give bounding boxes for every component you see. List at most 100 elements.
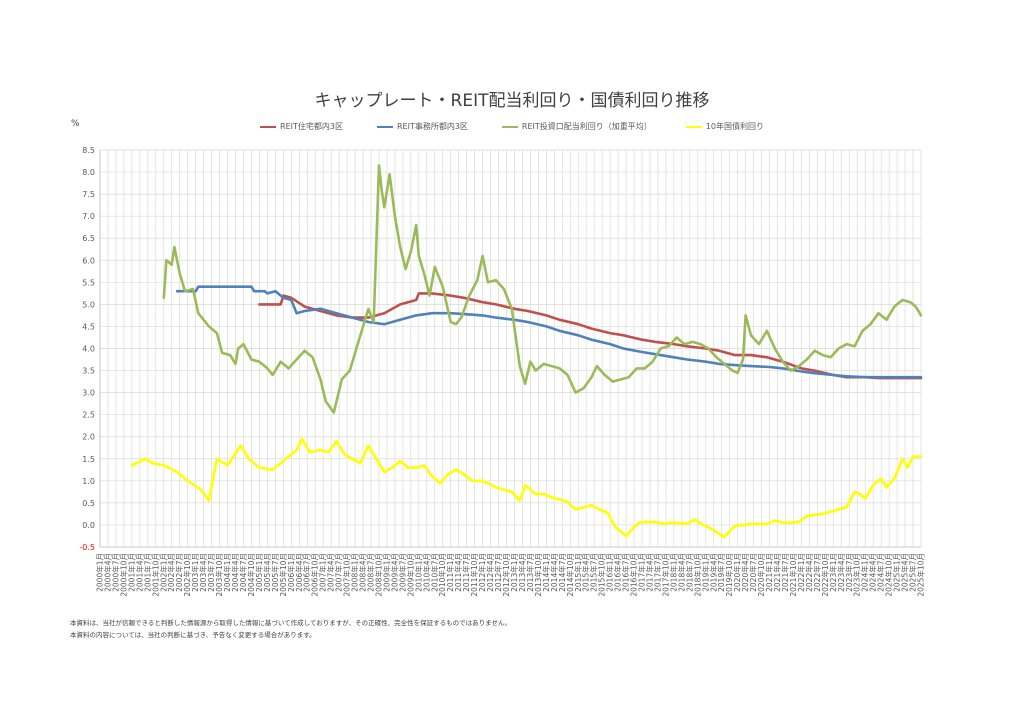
x-tick-label: 2004年1月 (222, 553, 232, 592)
x-tick-label: 2023年1月 (828, 553, 838, 592)
x-tick-label: 2020年10月 (756, 553, 766, 597)
x-tick-label: 2004年10月 (246, 553, 256, 597)
x-tick-label: 2007年1月 (318, 553, 328, 592)
x-tick-label: 2018年4月 (676, 553, 686, 592)
legend-label: REIT投資口配当利回り（加重平均） (521, 122, 652, 131)
x-tick-label: 2007年7月 (334, 553, 344, 592)
x-tick-label: 2024年10月 (884, 553, 894, 597)
x-tick-label: 2003年4月 (198, 553, 208, 592)
x-tick-label: 2017年10月 (660, 553, 670, 597)
x-tick-label: 2012年4月 (485, 553, 495, 592)
x-tick-label: 2005年7月 (270, 553, 280, 592)
y-tick-label: 8.0 (82, 168, 95, 177)
x-tick-label: 2006年4月 (294, 553, 304, 592)
x-tick-label: 2000年4月 (102, 553, 112, 592)
x-tick-label: 2018年1月 (668, 553, 678, 592)
x-tick-label: 2006年7月 (302, 553, 312, 592)
x-tick-label: 2008年10月 (373, 553, 383, 597)
x-tick-label: 2001年4月 (134, 553, 144, 592)
x-tick-label: 2008年1月 (350, 553, 360, 592)
x-tick-label: 2001年10月 (150, 553, 160, 597)
y-tick-label: 7.0 (82, 212, 95, 221)
legend-label: REIT住宅都内3区 (280, 122, 343, 131)
legend-label: REIT事務所都内3区 (396, 122, 468, 131)
x-tick-label: 2025年4月 (900, 553, 910, 592)
x-tick-label: 2014年7月 (557, 553, 567, 592)
x-tick-label: 2011年10月 (469, 553, 479, 597)
x-tick-label: 2019年4月 (708, 553, 718, 592)
x-tick-label: 2000年7月 (110, 553, 120, 592)
series-line-3 (130, 437, 923, 539)
x-tick-label: 2022年10月 (820, 553, 830, 597)
x-tick-label: 2015年10月 (597, 553, 607, 597)
x-tick-label: 2010年7月 (429, 553, 439, 592)
y-tick-label: 1.0 (82, 477, 95, 486)
x-tick-label: 2025年1月 (892, 553, 902, 592)
x-tick-label: 2021年4月 (772, 553, 782, 592)
x-tick-label: 2013年10月 (533, 553, 543, 597)
y-tick-label: 5.0 (82, 300, 95, 309)
x-tick-label: 2004年4月 (230, 553, 240, 592)
series-line-0 (258, 292, 923, 380)
chart-title: キャップレート・REIT配当利回り・国債利回り推移 (314, 91, 710, 111)
y-tick-label: 0.0 (82, 521, 95, 530)
x-tick-label: 2013年1月 (509, 553, 519, 592)
x-tick-label: 2003年10月 (214, 553, 224, 597)
x-tick-label: 2020年7月 (748, 553, 758, 592)
y-tick-label: 0.5 (82, 499, 95, 508)
y-tick-label: 8.5 (82, 146, 95, 155)
x-tick-label: 2022年1月 (796, 553, 806, 592)
legend-swatch (501, 125, 518, 128)
x-tick-label: 2015年4月 (581, 553, 591, 592)
x-tick-label: 2024年1月 (860, 553, 870, 592)
x-tick-label: 2013年4月 (517, 553, 527, 592)
legend-swatch (376, 125, 393, 128)
x-tick-label: 2005年4月 (262, 553, 272, 592)
x-tick-label: 2018年10月 (692, 553, 702, 597)
legend-swatch (260, 125, 277, 128)
x-tick-label: 2003年7月 (206, 553, 216, 592)
x-tick-label: 2009年4月 (389, 553, 399, 592)
x-tick-label: 2002年10月 (182, 553, 192, 597)
x-tick-label: 2006年10月 (310, 553, 320, 597)
x-tick-label: 2014年10月 (565, 553, 575, 597)
x-tick-label: 2019年1月 (700, 553, 710, 592)
x-tick-label: 2009年10月 (405, 553, 415, 597)
x-tick-label: 2016年4月 (613, 553, 623, 592)
x-tick-label: 2016年10月 (629, 553, 639, 597)
x-tick-label: 2000年1月 (95, 553, 105, 592)
y-tick-label: 2.5 (82, 411, 95, 420)
x-tick-label: 2012年10月 (501, 553, 511, 597)
x-tick-label: 2008年4月 (358, 553, 368, 592)
x-tick-label: 2005年10月 (278, 553, 288, 597)
y-tick-label: 5.5 (82, 278, 95, 287)
x-tick-label: 2022年4月 (804, 553, 814, 592)
x-tick-label: 2002年1月 (158, 553, 168, 592)
x-tick-label: 2021年1月 (764, 553, 774, 592)
y-tick-label: 1.5 (82, 455, 95, 464)
y-tick-label: 3.0 (82, 389, 95, 398)
x-tick-label: 2019年10月 (724, 553, 734, 597)
x-tick-label: 2007年4月 (326, 553, 336, 592)
x-tick-label: 2007年10月 (342, 553, 352, 597)
legend-item-jgb-10y: 10年国債利回り (685, 121, 764, 132)
x-tick-label: 2000年10月 (118, 553, 128, 597)
y-tick-label: -0.5 (79, 543, 95, 552)
x-tick-label: 2017年4月 (644, 553, 654, 592)
y-tick-label: 4.0 (82, 345, 95, 354)
x-tick-label: 2020年1月 (732, 553, 742, 592)
x-tick-label: 2021年10月 (788, 553, 798, 597)
x-tick-label: 2016年1月 (605, 553, 615, 592)
x-tick-label: 2017年7月 (652, 553, 662, 592)
x-tick-label: 2024年4月 (868, 553, 878, 592)
legend-label: 10年国債利回り (705, 122, 764, 131)
chart-legend: REIT住宅都内3区 REIT事務所都内3区 REIT投資口配当利回り（加重平均… (0, 121, 1024, 132)
x-tick-label: 2023年4月 (836, 553, 846, 592)
y-tick-label: 3.5 (82, 367, 95, 376)
x-tick-label: 2022年7月 (812, 553, 822, 592)
x-tick-label: 2021年7月 (780, 553, 790, 592)
x-tick-label: 2023年7月 (844, 553, 854, 592)
legend-item-reit-office: REIT事務所都内3区 (376, 121, 468, 132)
x-tick-label: 2006年1月 (286, 553, 296, 592)
